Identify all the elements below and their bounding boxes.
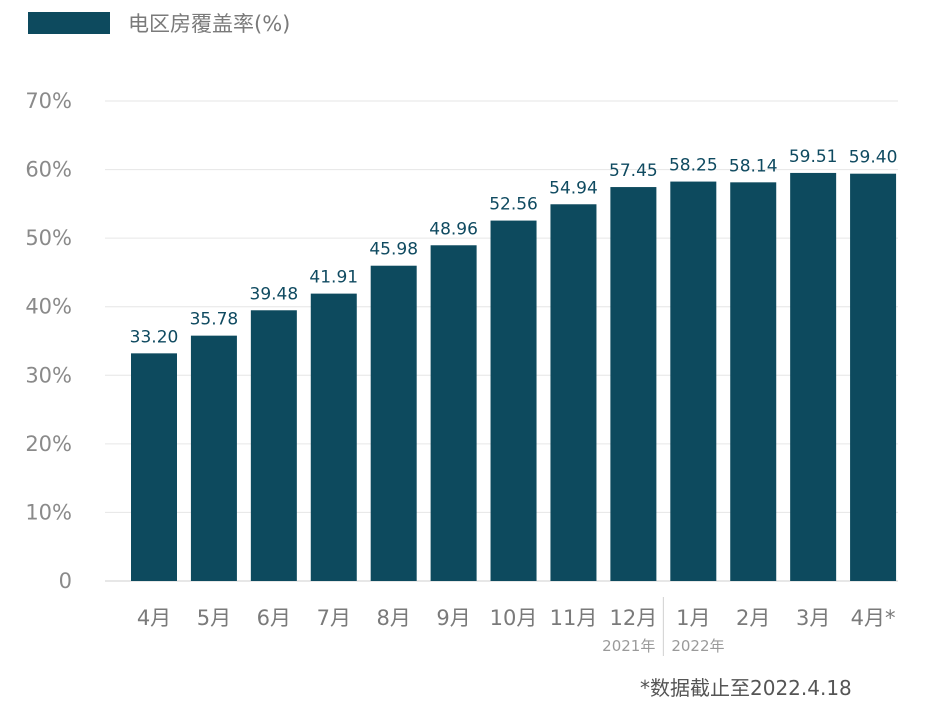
bars xyxy=(131,172,897,582)
data-label: 35.78 xyxy=(190,310,239,330)
bar xyxy=(250,310,297,581)
y-tick-label: 40% xyxy=(25,295,72,319)
y-tick-label: 50% xyxy=(25,226,72,250)
x-tick-label: 5月 xyxy=(197,606,231,630)
data-label: 39.48 xyxy=(250,284,299,304)
x-axis-ticks: 4月 5月 6月 7月 8月 9月 10月 11月 12月 1月 2月 3月 4月* xyxy=(137,606,896,630)
bar xyxy=(490,220,537,582)
footnote: *数据截止至2022.4.18 xyxy=(640,676,852,700)
bar xyxy=(670,181,717,582)
x-tick-label: 9月 xyxy=(436,606,470,630)
x-tick-label: 7月 xyxy=(317,606,351,630)
x-tick-label: 2月 xyxy=(736,606,770,630)
data-label: 54.94 xyxy=(549,178,598,198)
year-labels: 2021年 2022年 xyxy=(602,597,725,656)
x-tick-label: 12月 xyxy=(610,606,658,630)
x-tick-label: 6月 xyxy=(257,606,291,630)
x-tick-label: 3月 xyxy=(796,606,830,630)
data-label: 59.51 xyxy=(789,147,838,167)
year-label: 2022年 xyxy=(671,637,724,655)
bar xyxy=(550,204,597,582)
y-tick-label: 30% xyxy=(25,363,72,387)
x-tick-label: 4月* xyxy=(851,606,896,630)
bar xyxy=(190,335,237,581)
bar xyxy=(310,293,357,581)
x-tick-label: 11月 xyxy=(550,606,598,630)
y-tick-label: 0 xyxy=(59,569,72,593)
bar xyxy=(430,245,477,581)
data-label: 59.40 xyxy=(849,148,898,168)
data-label: 48.96 xyxy=(429,219,478,239)
x-tick-label: 8月 xyxy=(377,606,411,630)
data-label: 41.91 xyxy=(309,268,358,288)
data-labels: 33.20 35.78 39.48 41.91 45.98 48.96 52.56 54.94… xyxy=(130,147,898,347)
y-tick-label: 20% xyxy=(25,432,72,456)
bar xyxy=(790,172,837,581)
x-tick-label: 10月 xyxy=(490,606,538,630)
y-tick-label: 70% xyxy=(25,89,72,113)
y-tick-label: 10% xyxy=(25,500,72,524)
bar xyxy=(370,265,417,581)
legend-swatch xyxy=(28,12,110,34)
legend-label: 电区房覆盖率(%) xyxy=(128,12,291,36)
bar xyxy=(730,182,777,581)
data-label: 45.98 xyxy=(369,240,418,260)
y-tick-label: 60% xyxy=(25,158,72,182)
data-label: 58.25 xyxy=(669,156,718,176)
data-label: 33.20 xyxy=(130,327,179,347)
data-label: 58.14 xyxy=(729,156,778,176)
year-label: 2021年 xyxy=(602,637,655,655)
bar xyxy=(610,187,657,582)
data-label: 52.56 xyxy=(489,195,538,215)
x-tick-label: 1月 xyxy=(676,606,710,630)
x-tick-label: 4月 xyxy=(137,606,171,630)
bar xyxy=(131,353,177,581)
data-label: 57.45 xyxy=(609,161,658,181)
y-axis-ticks: 0 10% 20% 30% 40% 50% 60% 70% xyxy=(25,89,72,593)
bar xyxy=(850,173,897,581)
